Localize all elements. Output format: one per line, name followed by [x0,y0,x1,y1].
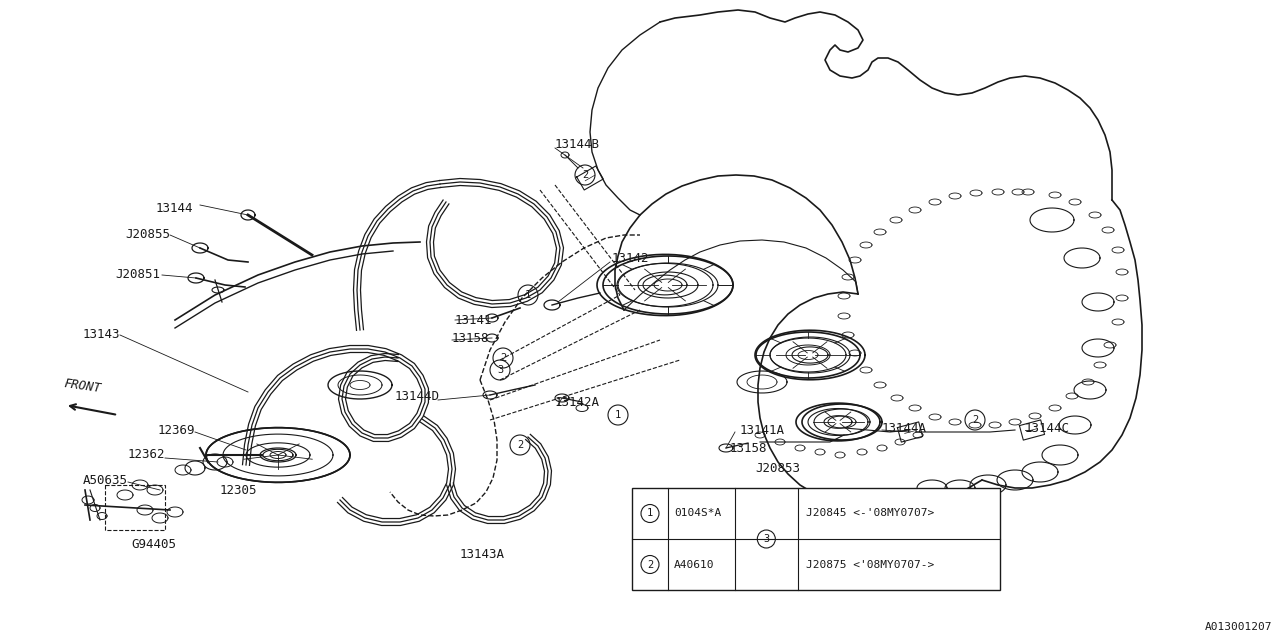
Text: 0104S*A: 0104S*A [675,509,721,518]
Polygon shape [206,428,349,483]
Text: 3: 3 [763,534,769,544]
Text: 13141: 13141 [454,314,493,326]
Text: 2: 2 [972,415,978,425]
Text: J20855: J20855 [125,228,170,241]
Text: 13144C: 13144C [1025,422,1070,435]
Text: 3: 3 [497,365,503,375]
Text: 13144A: 13144A [882,422,927,435]
Text: A40610: A40610 [675,559,714,570]
Text: 13144B: 13144B [556,138,600,152]
Text: 13158: 13158 [452,332,489,344]
Text: 2: 2 [500,353,506,363]
Text: 12362: 12362 [128,449,165,461]
Text: 13143A: 13143A [460,548,506,561]
Text: 12369: 12369 [157,424,195,436]
Text: 1: 1 [646,509,653,518]
Text: J20845 <-'08MY0707>: J20845 <-'08MY0707> [805,509,934,518]
Text: 13144: 13144 [155,202,193,214]
Text: 2: 2 [582,170,588,180]
Text: FRONT: FRONT [63,377,101,395]
Text: J20853: J20853 [755,461,800,474]
Bar [105,485,165,530]
Text: A50635: A50635 [83,474,128,486]
Text: 1: 1 [525,290,531,300]
Bar [632,488,1000,590]
Text: J20875 <'08MY0707->: J20875 <'08MY0707-> [805,559,934,570]
Text: 2: 2 [517,440,524,450]
Text: 13158: 13158 [730,442,768,454]
Text: 13144D: 13144D [396,390,440,403]
Text: G94405: G94405 [131,538,177,552]
Text: A013001207: A013001207 [1204,622,1272,632]
Text: 13142: 13142 [612,252,649,264]
Text: J20851: J20851 [115,269,160,282]
Text: 13141A: 13141A [740,424,785,436]
Text: 2: 2 [646,559,653,570]
Text: 13142A: 13142A [556,396,600,408]
Text: 1: 1 [614,410,621,420]
Text: 13143: 13143 [82,328,120,342]
Text: 12305: 12305 [220,483,257,497]
